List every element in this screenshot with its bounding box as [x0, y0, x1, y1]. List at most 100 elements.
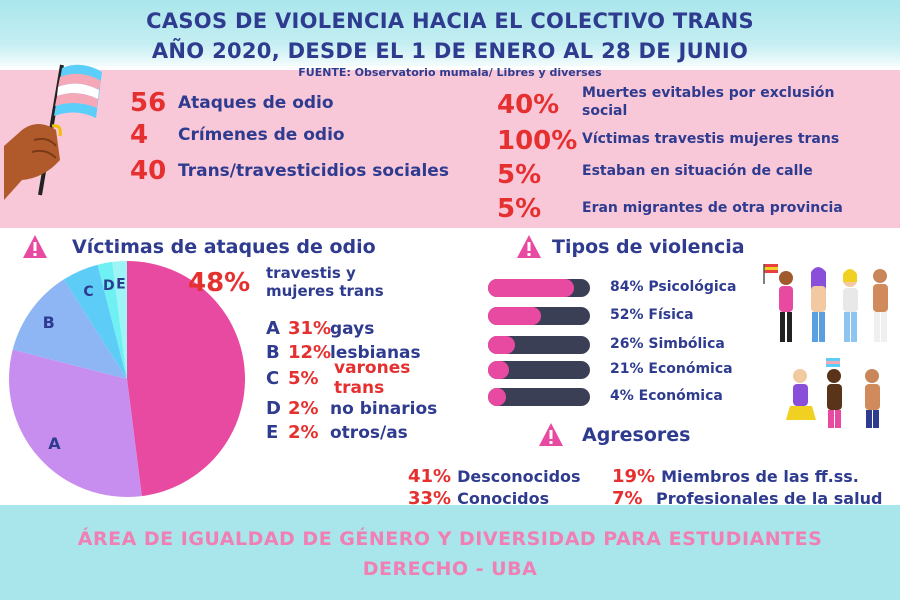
pie-slice-label: D [103, 278, 115, 294]
victims-pie-chart: A B C D E [8, 261, 246, 497]
legend-label: no binarios [330, 399, 438, 419]
aggressor-pct: 19% [612, 466, 656, 487]
legend-pct: 2% [288, 422, 319, 443]
people-illustration-icon [763, 264, 888, 428]
trans-flag-icon [4, 64, 102, 200]
pie-slice-e [112, 261, 127, 379]
victims-title-text: Víctimas de ataques de odio [72, 236, 376, 258]
legend-label: lesbianas [330, 343, 421, 363]
legend-row-e: E 2% otros/as [266, 422, 408, 443]
main-pct-label-line: mujeres trans [266, 282, 384, 300]
main-pct: 48% [188, 268, 251, 298]
stat-label-migrantes: Eran migrantes de otra provincia [582, 200, 843, 216]
stat-number: 4 [130, 120, 149, 150]
legend-pct: 2% [288, 398, 319, 419]
aggressor-label: Profesionales de la salud [656, 489, 883, 508]
violence-section-title: Tipos de violencia [516, 234, 745, 260]
stat-ataques: 56 Ataques de odio [130, 88, 334, 118]
footer-line-2: DERECHO - UBA [362, 558, 538, 580]
title-line-2: AÑO 2020, DESDE EL 1 DE ENERO AL 28 DE J… [151, 39, 749, 63]
legend-row-d: D 2% no binarios [266, 398, 437, 419]
violence-bar-label: 21% Económica [610, 361, 733, 377]
top-band [0, 0, 900, 72]
pie-slice-d [97, 261, 127, 379]
legend-label-c: varones trans [334, 358, 410, 398]
stat-number-calle: 5% [497, 160, 542, 190]
violence-bar-fill [488, 336, 515, 354]
stat-label-muertes: Muertes evitables por exclusión social [582, 84, 835, 120]
violence-bar-fill [488, 307, 541, 325]
stat-number-migrantes: 5% [497, 194, 542, 224]
legend-label-line: trans [334, 378, 385, 398]
stat-label: Crímenes de odio [178, 125, 345, 145]
violence-bar-label: 84% Psicológica [610, 279, 737, 295]
stat-number: 56 [130, 88, 167, 118]
footer-line-1: ÁREA DE IGUALDAD DE GÉNERO Y DIVERSIDAD … [77, 528, 823, 550]
violence-bar-label: 26% Simbólica [610, 336, 725, 352]
legend-letter: B [266, 342, 280, 363]
pie-slice-label: E [116, 276, 126, 292]
warning-icon [23, 235, 47, 258]
aggressor-ffss: 19% Miembros de las ff.ss. [612, 466, 859, 487]
aggressor-label: Conocidos [457, 489, 550, 508]
pie-slice-a [8, 349, 142, 497]
victims-section-title: Víctimas de ataques de odio [22, 234, 376, 260]
violence-bar-fill [488, 279, 574, 297]
violence-bar-label: 4% Económica [610, 388, 723, 404]
aggressor-salud: 7% Profesionales de la salud [612, 488, 882, 509]
legend-row-a: A 31% gays [266, 318, 374, 339]
warning-icon [517, 235, 541, 258]
pie-slice-label: A [48, 434, 61, 453]
stat-label-line: social [582, 103, 628, 119]
pie-slice-label: C [83, 284, 93, 300]
pie-slice-main [127, 261, 246, 497]
violence-bar-track [488, 361, 590, 379]
legend-label-line: varones [334, 358, 411, 378]
legend-letter: D [266, 398, 281, 419]
violence-bar-track [488, 388, 590, 406]
stat-crimenes: 4 Crímenes de odio [130, 120, 345, 150]
pie-slice-b [12, 279, 128, 379]
stat-travesticidios: 40 Trans/travesticidios sociales [130, 156, 449, 186]
stat-number: 40 [130, 156, 167, 186]
title-line-1: CASOS DE VIOLENCIA HACIA EL COLECTIVO TR… [146, 9, 754, 33]
violence-bar-track [488, 307, 590, 325]
pie-slice-c [63, 264, 127, 379]
violence-title-text: Tipos de violencia [552, 236, 745, 258]
legend-row-b: B 12% lesbianas [266, 342, 421, 363]
legend-letter: E [266, 422, 279, 443]
stats-band [0, 66, 900, 228]
legend-pct: 31% [288, 318, 332, 339]
warning-icon [539, 423, 563, 446]
aggressors-title-text: Agresores [582, 424, 691, 446]
legend-row-c: C 5% [266, 368, 330, 389]
aggressor-conocidos: 33% Conocidos [408, 488, 549, 509]
violence-bar-fill [488, 388, 506, 406]
aggressor-label: Desconocidos [457, 467, 581, 486]
pie-slice-label: B [43, 313, 55, 332]
bottom-band [0, 505, 900, 600]
legend-label: gays [330, 319, 375, 339]
violence-bar-label: 52% Física [610, 307, 694, 323]
legend-label: otros/as [330, 423, 408, 443]
legend-letter: C [266, 368, 280, 389]
violence-bar-track [488, 336, 590, 354]
stat-number-victimas: 100% [497, 126, 578, 156]
page-title: CASOS DE VIOLENCIA HACIA EL COLECTIVO TR… [0, 6, 900, 66]
stat-label-line: Muertes evitables por exclusión [582, 85, 835, 101]
stat-label: Ataques de odio [178, 93, 334, 113]
legend-letter: A [266, 318, 280, 339]
violence-bar-track [488, 279, 590, 297]
stat-label: Trans/travesticidios sociales [178, 161, 449, 181]
aggressor-desconocidos: 41% Desconocidos [408, 466, 581, 487]
stat-label-calle: Estaban en situación de calle [582, 163, 813, 179]
aggressor-pct: 33% [408, 488, 452, 509]
aggressor-pct: 41% [408, 466, 452, 487]
stat-number-muertes: 40% [497, 90, 560, 120]
aggressor-label: Miembros de las ff.ss. [661, 467, 859, 486]
stat-label-victimas: Víctimas travestis mujeres trans [582, 131, 840, 147]
aggressors-section-title: Agresores [538, 422, 691, 448]
legend-pct: 5% [288, 368, 319, 389]
source-note: FUENTE: Observatorio mumala/ Libres y di… [298, 66, 602, 79]
main-pct-label-line: travestis y [266, 264, 356, 282]
